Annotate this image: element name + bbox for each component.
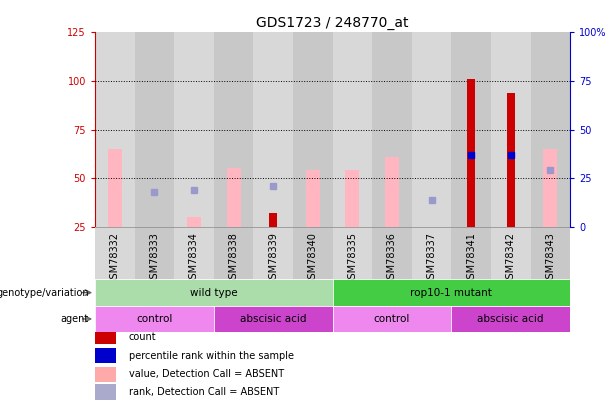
- Text: percentile rank within the sample: percentile rank within the sample: [129, 350, 294, 360]
- Bar: [253, 227, 293, 279]
- Text: value, Detection Call = ABSENT: value, Detection Call = ABSENT: [129, 369, 284, 379]
- Bar: [293, 32, 332, 227]
- Bar: [95, 227, 135, 279]
- Bar: [451, 32, 491, 227]
- Text: wild type: wild type: [190, 288, 238, 298]
- Text: GSM78339: GSM78339: [268, 232, 278, 285]
- Bar: [214, 227, 253, 279]
- Bar: [174, 32, 214, 227]
- Bar: [95, 367, 116, 382]
- Text: count: count: [129, 332, 156, 342]
- Text: GSM78334: GSM78334: [189, 232, 199, 285]
- Bar: [451, 306, 570, 332]
- Bar: [451, 227, 491, 279]
- Bar: [345, 171, 359, 227]
- Bar: [108, 149, 122, 227]
- Bar: [306, 171, 320, 227]
- Bar: [135, 32, 174, 227]
- Bar: [530, 32, 570, 227]
- Bar: [95, 329, 116, 345]
- Text: rank, Detection Call = ABSENT: rank, Detection Call = ABSENT: [129, 387, 279, 397]
- Bar: [187, 217, 201, 227]
- Text: GSM78342: GSM78342: [506, 232, 516, 285]
- Bar: [332, 279, 570, 306]
- Text: GSM78338: GSM78338: [229, 232, 238, 285]
- Bar: [530, 227, 570, 279]
- Bar: [174, 227, 214, 279]
- Bar: [95, 32, 135, 227]
- Text: rop10-1 mutant: rop10-1 mutant: [410, 288, 492, 298]
- Bar: [95, 348, 116, 363]
- Bar: [135, 227, 174, 279]
- Text: control: control: [374, 314, 410, 324]
- Text: GSM78337: GSM78337: [427, 232, 436, 285]
- Text: GSM78335: GSM78335: [348, 232, 357, 285]
- Bar: [95, 279, 332, 306]
- Bar: [293, 227, 332, 279]
- Bar: [227, 168, 240, 227]
- Text: GSM78336: GSM78336: [387, 232, 397, 285]
- Text: agent: agent: [61, 314, 89, 324]
- Bar: [507, 93, 514, 227]
- Bar: [412, 227, 451, 279]
- Bar: [467, 79, 475, 227]
- Text: GSM78340: GSM78340: [308, 232, 318, 285]
- Bar: [332, 227, 372, 279]
- Bar: [332, 32, 372, 227]
- Bar: [95, 384, 116, 400]
- Bar: [412, 32, 451, 227]
- Text: GSM78332: GSM78332: [110, 232, 120, 285]
- Bar: [385, 157, 399, 227]
- Text: GSM78341: GSM78341: [466, 232, 476, 285]
- Bar: [332, 306, 451, 332]
- Bar: [269, 213, 277, 227]
- Bar: [491, 32, 530, 227]
- Bar: [543, 149, 557, 227]
- Title: GDS1723 / 248770_at: GDS1723 / 248770_at: [256, 16, 409, 30]
- Text: abscisic acid: abscisic acid: [478, 314, 544, 324]
- Bar: [491, 227, 530, 279]
- Text: control: control: [136, 314, 173, 324]
- Bar: [95, 306, 214, 332]
- Text: GSM78343: GSM78343: [546, 232, 555, 285]
- Bar: [253, 32, 293, 227]
- Bar: [372, 32, 412, 227]
- Bar: [372, 227, 412, 279]
- Text: genotype/variation: genotype/variation: [0, 288, 89, 298]
- Text: abscisic acid: abscisic acid: [240, 314, 306, 324]
- Text: GSM78333: GSM78333: [150, 232, 159, 285]
- Bar: [214, 32, 253, 227]
- Bar: [214, 306, 332, 332]
